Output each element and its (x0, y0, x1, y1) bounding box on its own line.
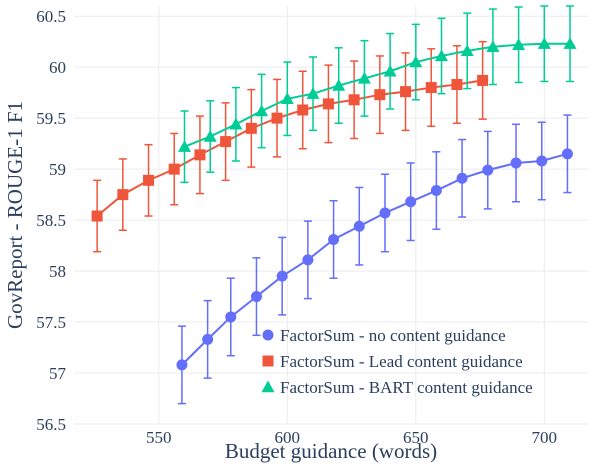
data-point (91, 210, 103, 222)
y-tick-label: 58.5 (36, 211, 66, 230)
data-point (512, 38, 526, 50)
y-tick-label: 59 (49, 160, 66, 179)
data-point (451, 79, 463, 91)
data-point (176, 359, 188, 371)
data-point (486, 40, 500, 52)
data-point (178, 140, 192, 152)
y-tick-label: 60.5 (36, 7, 66, 26)
legend-item[interactable]: FactorSum - Lead content guidance (262, 352, 523, 371)
data-point (276, 270, 288, 282)
tick-labels: 56.5 57 57.5 58 58.5 59 59.5 60 60.5 550 600 650 700 (36, 7, 557, 447)
data-point (202, 333, 214, 345)
x-tick-label: 550 (146, 428, 172, 447)
legend-marker-icon (262, 329, 274, 341)
series-3 (178, 5, 577, 184)
data-point (482, 164, 494, 176)
x-tick-label: 700 (532, 428, 558, 447)
data-point (430, 185, 442, 197)
series-line (181, 152, 568, 366)
legend[interactable]: FactorSum - no content guidance FactorSum… (261, 326, 533, 397)
data-point (229, 117, 243, 130)
y-tick-label: 56.5 (36, 415, 66, 434)
data-point (306, 87, 320, 99)
data-point (400, 86, 412, 98)
data-point (143, 174, 155, 186)
series-line (96, 79, 483, 217)
data-point (357, 71, 371, 84)
legend-item[interactable]: FactorSum - no content guidance (262, 326, 506, 345)
data-point (379, 207, 391, 219)
data-point (220, 136, 232, 148)
data-point (510, 157, 522, 169)
legend-label: FactorSum - BART content guidance (280, 378, 533, 397)
data-point (194, 149, 206, 161)
data-point (477, 74, 489, 86)
x-axis-title: Budget guidance (words) (225, 439, 437, 463)
data-point (271, 112, 283, 124)
data-point (348, 94, 360, 106)
data-point (383, 64, 397, 77)
y-tick-label: 59.5 (36, 109, 66, 128)
data-point (255, 104, 269, 117)
data-point (302, 254, 314, 266)
y-tick-label: 57.5 (36, 313, 66, 332)
data-point (332, 79, 346, 91)
x-tick-label: 650 (403, 428, 429, 447)
y-tick-label: 58 (49, 262, 66, 281)
data-point (280, 92, 294, 104)
series-line (184, 42, 571, 148)
data-point (245, 122, 257, 134)
data-point (561, 148, 573, 160)
series-group (91, 5, 577, 405)
legend-label: FactorSum - Lead content guidance (280, 352, 523, 371)
data-point (297, 104, 309, 116)
y-tick-label: 60 (49, 58, 66, 77)
series-1 (176, 114, 573, 405)
y-tick-label: 57 (49, 364, 67, 383)
data-point (117, 189, 129, 201)
data-point (536, 155, 548, 167)
data-point (405, 196, 417, 208)
data-point (425, 82, 437, 94)
data-point (435, 49, 449, 62)
data-point (203, 129, 217, 142)
series-2 (91, 40, 489, 253)
data-point (353, 220, 365, 232)
data-point (374, 89, 386, 101)
data-point (225, 311, 237, 323)
data-point (409, 55, 423, 68)
data-point (250, 291, 262, 303)
data-point (537, 37, 551, 49)
legend-marker-icon (262, 355, 274, 367)
x-tick-label: 600 (275, 428, 301, 447)
legend-marker-icon (261, 380, 275, 393)
data-point (563, 37, 577, 49)
data-point (460, 44, 474, 57)
data-point (322, 98, 334, 110)
grid (74, 6, 588, 425)
y-axis-title: GovReport - ROUGE-1 F1 (3, 101, 27, 329)
legend-item[interactable]: FactorSum - BART content guidance (261, 378, 533, 397)
legend-label: FactorSum - no content guidance (280, 326, 506, 345)
data-point (328, 233, 340, 245)
data-point (456, 172, 468, 184)
data-point (168, 163, 180, 175)
